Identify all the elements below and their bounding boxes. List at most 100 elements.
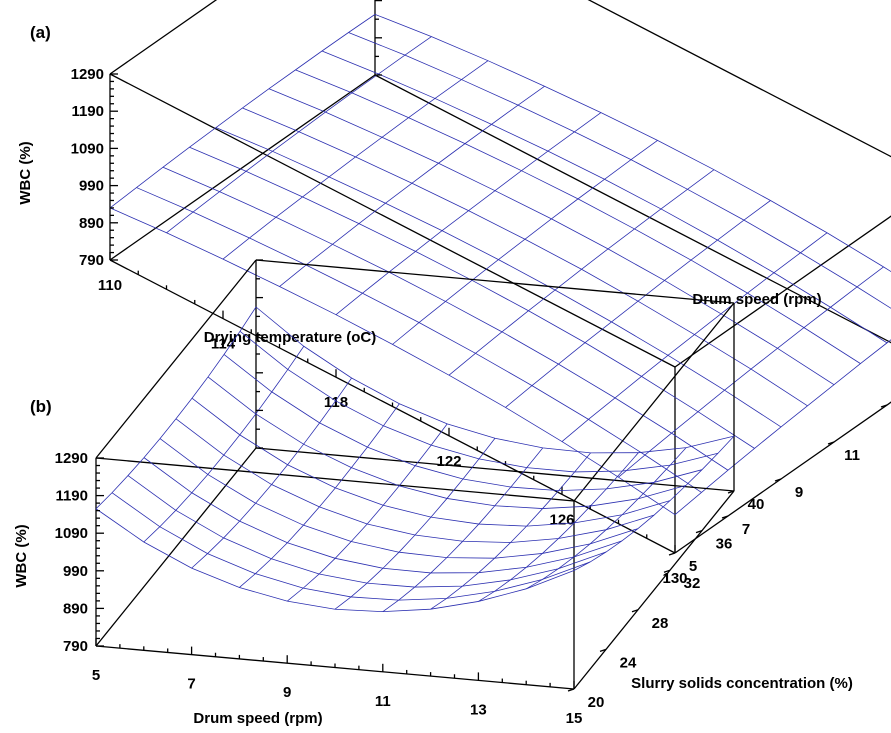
box-edge-a <box>587 0 891 158</box>
mesh-line-x-b <box>95 306 257 510</box>
y-tick-mark-b <box>695 529 703 534</box>
mesh-line-y-b <box>127 475 607 588</box>
y-tick-mark-b <box>599 648 607 653</box>
y-tick-label-a: 5 <box>689 558 697 575</box>
panel-label-b: (b) <box>30 397 52 416</box>
y-tick-mark-a <box>721 515 729 519</box>
z-tick-label-b: 890 <box>63 600 88 617</box>
x-axis-label-a: Drying temperature (oC) <box>204 329 377 346</box>
z-tick-label-a: 790 <box>79 252 104 269</box>
mesh-line-y-b <box>159 438 639 559</box>
mesh-line-x-a <box>392 140 658 345</box>
x-tick-label-a: 118 <box>324 394 348 411</box>
x-tick-label-a: 126 <box>549 511 574 528</box>
z-tick-label-a: 990 <box>79 178 104 195</box>
box-edge-a <box>674 215 891 368</box>
x-tick-label-b: 5 <box>92 667 100 684</box>
y-tick-mark-a <box>668 552 676 556</box>
mesh-line-y-a <box>109 207 676 516</box>
y-tick-mark-b <box>567 688 575 692</box>
x-tick-label-a: 130 <box>662 570 687 587</box>
mesh-line-x-b <box>478 452 639 602</box>
y-tick-label-a: 9 <box>795 484 803 501</box>
y-tick-label-b: 28 <box>652 615 669 632</box>
mesh-line-x-b <box>286 423 448 602</box>
y-tick-mark-a <box>774 478 782 482</box>
y-tick-mark-a <box>827 441 835 445</box>
mesh-line-y-b <box>111 492 591 601</box>
mesh-line-x-a <box>561 232 828 442</box>
mesh-line-x-b <box>525 447 687 590</box>
box-edge-b <box>95 447 257 647</box>
mesh-line-x-a <box>674 339 891 515</box>
z-tick-label-b: 790 <box>63 638 88 655</box>
box-edge-a <box>674 401 891 554</box>
mesh-line-x-b <box>239 403 400 588</box>
z-tick-label-b: 1090 <box>55 525 88 542</box>
mesh-line-x-a <box>166 36 432 234</box>
mesh-line-x-b <box>382 447 544 612</box>
panel-label-a: (a) <box>30 23 51 42</box>
mesh-line-y-a <box>348 32 891 309</box>
ticks-a: 790 890 990 1090 1190 1290 110 114 118 122 126 1305… <box>71 0 888 587</box>
y-tick-mark-b <box>663 569 671 573</box>
mesh-line-y-b <box>175 418 655 543</box>
mesh-line-x-b <box>573 435 735 571</box>
x-tick-label-b: 9 <box>283 684 291 701</box>
z-tick-label-a: 890 <box>79 215 104 232</box>
z-axis-label-a: WBC (%) <box>17 141 34 204</box>
ticks-b: 790 890 990 1090 1190 1290 5 7 9 11 13 15 20 24 28 32 36… <box>55 259 765 727</box>
mesh-line-x-a <box>505 200 771 408</box>
x-tick-label-b: 13 <box>470 701 487 718</box>
mesh-line-x-b <box>334 438 496 610</box>
x-tick-label-b: 7 <box>187 676 195 693</box>
mesh-line-x-b <box>143 346 305 543</box>
mesh-line-x-b <box>191 377 352 569</box>
mesh-line-x-a <box>279 85 545 287</box>
y-axis-label-a: Drum speed (rpm) <box>692 291 821 308</box>
mesh-line-y-a <box>295 69 861 364</box>
y-tick-mark-b <box>631 609 639 613</box>
y-tick-label-b: 32 <box>684 575 701 592</box>
x-tick-label-a: 110 <box>98 277 122 294</box>
z-axis-label-b: WBC (%) <box>13 524 30 587</box>
mesh-line-x-a <box>109 14 376 209</box>
mesh-line-x-b <box>430 452 591 610</box>
mesh-line-x-a <box>448 169 715 376</box>
x-tick-label-b: 15 <box>566 710 583 727</box>
panel-a-surface-plot: (a) 790 890 990 1090 1190 1290 110 114 118 122 126 1… <box>17 0 891 587</box>
surface-mesh-b <box>95 306 735 613</box>
z-tick-label-b: 990 <box>63 563 88 580</box>
x-tick-label-a: 114 <box>211 336 236 353</box>
box-edge-b <box>255 259 735 304</box>
z-tick-label-b: 1290 <box>55 450 88 467</box>
z-tick-label-a: 1190 <box>71 103 104 120</box>
z-tick-label-b: 1190 <box>55 488 88 505</box>
mesh-line-x-a <box>222 60 489 260</box>
mesh-line-y-b <box>95 508 575 613</box>
x-tick-label-a: 122 <box>436 453 461 470</box>
y-tick-label-b: 40 <box>748 496 765 513</box>
box-edge-b <box>573 490 735 690</box>
box-edge-b <box>255 447 735 492</box>
z-tick-label-a: 1290 <box>71 66 104 83</box>
y-tick-mark-b <box>727 490 735 494</box>
bounding-box-b <box>95 259 735 690</box>
y-tick-label-b: 20 <box>588 694 605 711</box>
y-tick-label-a: 7 <box>742 521 750 538</box>
z-tick-label-a: 1090 <box>71 140 104 157</box>
box-edge-b <box>95 259 257 459</box>
mesh-line-x-a <box>618 266 884 478</box>
y-tick-mark-a <box>880 404 888 408</box>
box-edge-b <box>95 457 575 502</box>
surface-mesh-a <box>109 13 891 516</box>
x-axis-label-b: Drum speed (rpm) <box>193 710 322 727</box>
y-tick-label-a: 11 <box>844 447 860 464</box>
box-edge-b <box>573 302 735 502</box>
y-tick-label-b: 36 <box>716 536 733 553</box>
x-tick-label-b: 11 <box>375 693 391 710</box>
panel-b-surface-plot: (b) 790 890 990 1090 1190 1290 5 7 9 11 13 15 20 24 28 3… <box>13 259 853 727</box>
box-edge-a <box>109 74 376 261</box>
y-axis-label-b: Slurry solids concentration (%) <box>631 675 853 692</box>
